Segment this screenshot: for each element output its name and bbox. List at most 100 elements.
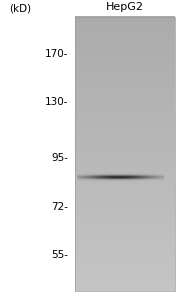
Bar [75, 196, 175, 198]
Bar [75, 243, 175, 244]
Bar [75, 222, 175, 223]
Bar [75, 94, 175, 95]
Bar [75, 223, 175, 224]
Bar [75, 244, 175, 245]
Bar [75, 247, 175, 248]
Bar [75, 251, 175, 253]
Bar [75, 45, 175, 46]
Bar [75, 98, 175, 100]
Bar [75, 287, 175, 288]
Bar [75, 47, 175, 49]
Bar [75, 110, 175, 112]
Bar [75, 229, 175, 230]
Bar [75, 259, 175, 260]
Bar [75, 264, 175, 266]
Bar [75, 231, 175, 232]
Bar [75, 73, 175, 74]
Bar [75, 93, 175, 94]
Bar [75, 78, 175, 80]
Bar [75, 118, 175, 119]
Bar [75, 172, 175, 173]
Bar [75, 70, 175, 71]
Bar [75, 26, 175, 28]
Bar [75, 285, 175, 286]
Bar [75, 127, 175, 128]
Bar [75, 147, 175, 148]
Bar [75, 149, 175, 150]
Bar [75, 72, 175, 73]
Bar [75, 290, 175, 291]
Bar [75, 265, 175, 266]
Bar [75, 249, 175, 250]
Bar [75, 36, 175, 38]
Bar [75, 32, 175, 33]
Bar [75, 288, 175, 289]
Bar [75, 50, 175, 51]
Bar [75, 101, 175, 103]
Bar [75, 128, 175, 129]
Bar [75, 232, 175, 233]
Bar [75, 113, 175, 114]
Text: 55-: 55- [51, 250, 68, 260]
Bar [75, 79, 175, 80]
Bar [75, 281, 175, 283]
Bar [75, 181, 175, 182]
Bar [75, 195, 175, 196]
Bar [75, 19, 175, 20]
Bar [75, 236, 175, 237]
Bar [75, 269, 175, 270]
Bar [75, 144, 175, 145]
Bar [75, 53, 175, 54]
Bar [75, 283, 175, 284]
Bar [75, 18, 175, 19]
Bar [75, 199, 175, 200]
Bar [75, 22, 175, 23]
Bar [75, 225, 175, 226]
Bar [75, 60, 175, 61]
Bar [75, 178, 175, 179]
Bar [75, 104, 175, 105]
Bar [75, 273, 175, 274]
Bar [75, 233, 175, 234]
Bar [75, 170, 175, 171]
Bar [75, 154, 175, 155]
Text: 170-: 170- [45, 49, 68, 59]
Bar [75, 218, 175, 219]
Bar [75, 16, 175, 17]
Bar [75, 226, 175, 227]
Bar [75, 220, 175, 221]
Bar [75, 68, 175, 70]
Bar [75, 68, 175, 69]
Bar [75, 44, 175, 45]
Bar [75, 130, 175, 132]
Bar [75, 260, 175, 262]
Bar [75, 272, 175, 273]
Bar [75, 107, 175, 108]
Bar [75, 141, 175, 142]
Bar [75, 167, 175, 168]
Bar [75, 187, 175, 188]
Bar [75, 284, 175, 286]
Bar [75, 277, 175, 278]
Bar [75, 121, 175, 122]
Bar [75, 132, 175, 134]
Bar [75, 86, 175, 87]
Bar [75, 88, 175, 89]
Bar [75, 122, 175, 124]
Bar [75, 215, 175, 216]
Bar [75, 194, 175, 195]
Bar [75, 164, 175, 165]
Bar [75, 157, 175, 158]
Bar [75, 125, 175, 126]
Bar [75, 58, 175, 59]
Bar [75, 207, 175, 209]
Bar [75, 169, 175, 170]
Bar [75, 110, 175, 111]
Bar [75, 71, 175, 72]
Bar [75, 100, 175, 101]
Bar [75, 284, 175, 285]
Bar [75, 171, 175, 172]
Bar [75, 35, 175, 37]
Bar [75, 230, 175, 231]
Bar [75, 154, 175, 156]
